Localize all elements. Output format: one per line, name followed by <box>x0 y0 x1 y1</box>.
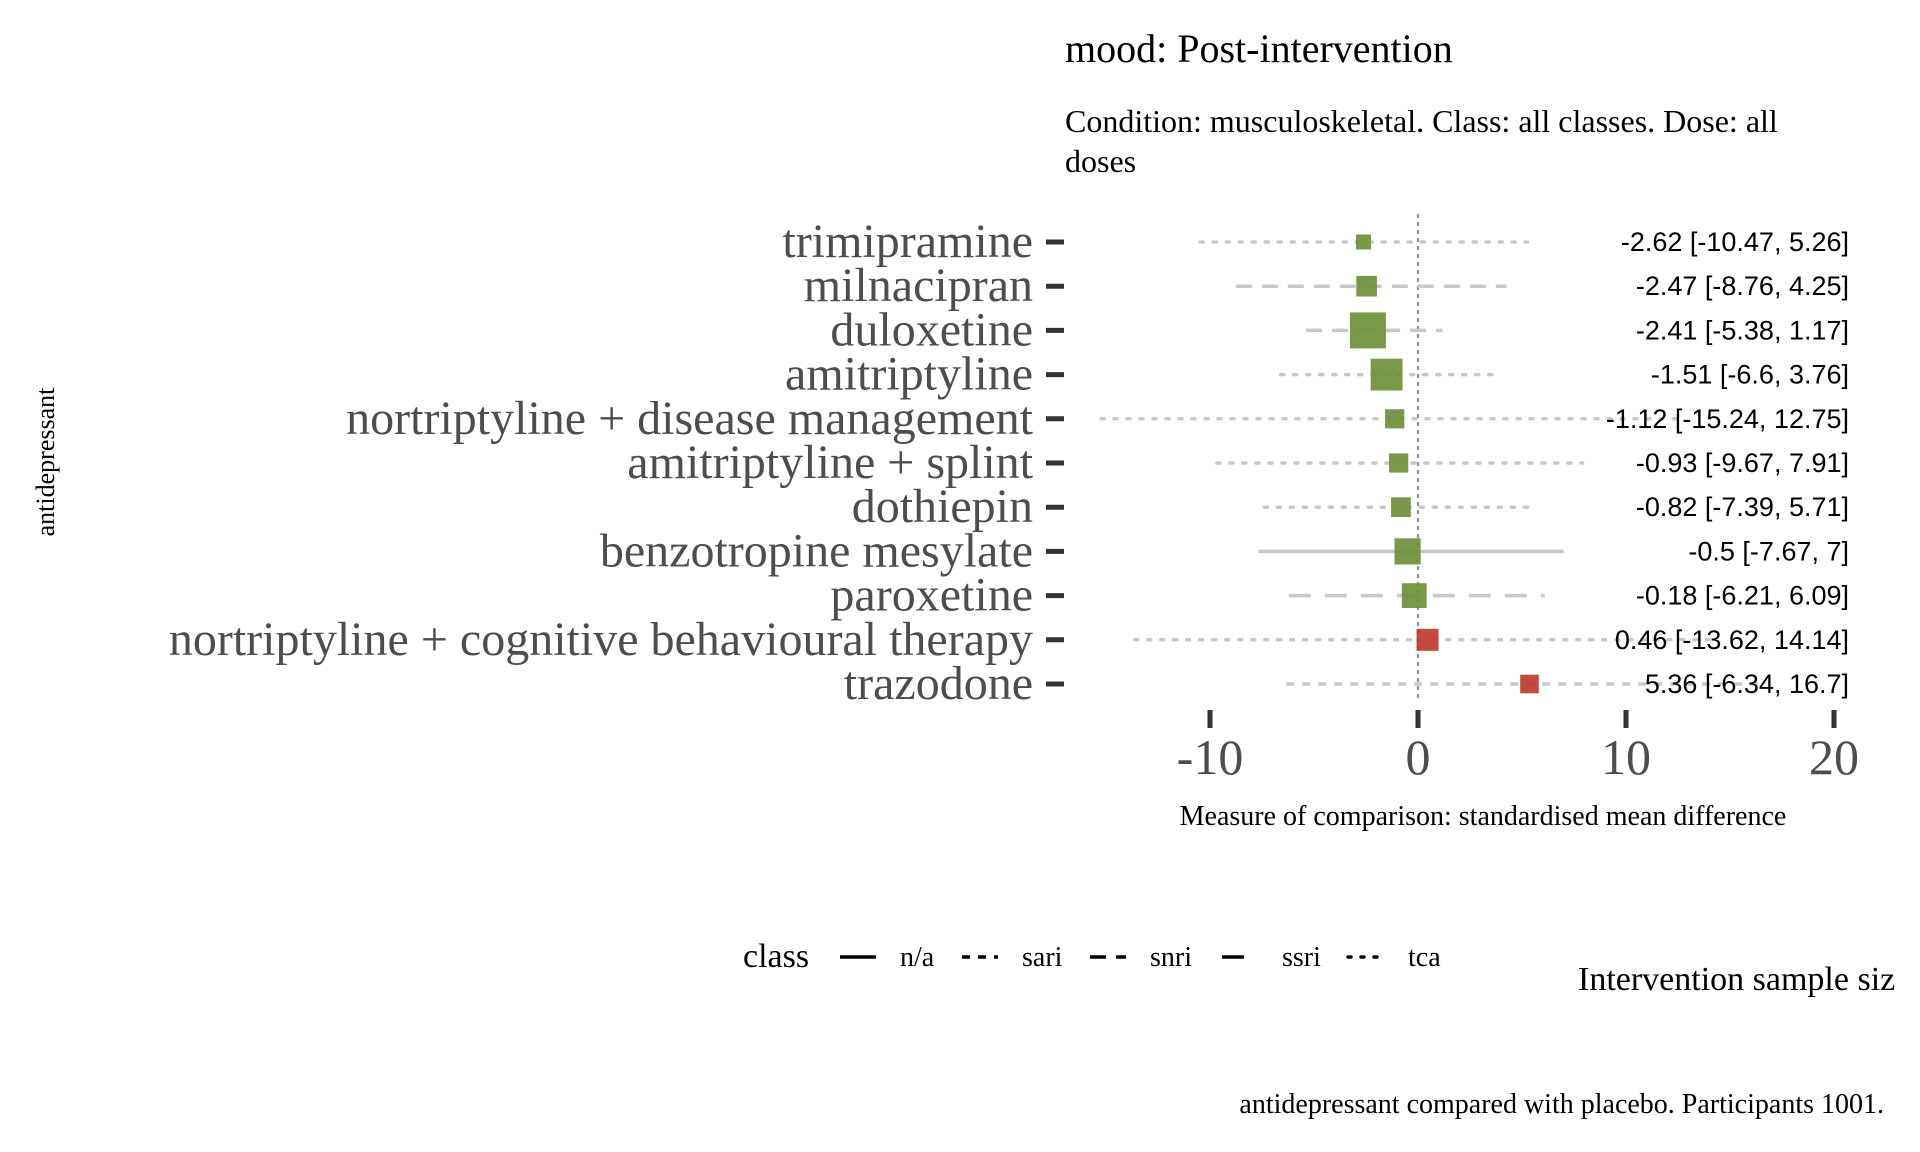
class-legend-label: snri <box>1150 942 1192 973</box>
estimate-label: -1.12 [-15.24, 12.75] <box>1606 404 1849 434</box>
x-axis-label: Measure of comparison: standardised mean… <box>1180 801 1787 832</box>
point-estimate <box>1349 312 1386 349</box>
forest-row: duloxetine -2.41 [-5.38, 1.17] <box>830 303 1849 356</box>
y-axis-label: antidepressant <box>31 387 60 537</box>
x-tick-label: -10 <box>1177 729 1244 785</box>
forest-row: nortriptyline + disease management -1.12 … <box>346 392 1849 445</box>
point-estimate <box>1394 538 1421 565</box>
estimate-label: -2.47 [-8.76, 4.25] <box>1636 271 1849 301</box>
estimate-label: -0.5 [-7.67, 7] <box>1688 536 1849 566</box>
estimate-label: 5.36 [-6.34, 16.7] <box>1645 669 1849 699</box>
point-estimate <box>1370 358 1403 391</box>
x-axis: -10 0 10 20 <box>1177 710 1859 785</box>
y-tick-label: amitriptyline <box>785 348 1033 401</box>
estimate-label: -0.18 [-6.21, 6.09] <box>1636 581 1849 611</box>
forest-row: dothiepin -0.82 [-7.39, 5.71] <box>852 480 1849 533</box>
forest-row: milnacipran -2.47 [-8.76, 4.25] <box>804 259 1849 312</box>
class-legend-label: n/a <box>900 942 935 973</box>
plot-rows: trimipramine -2.62 [-10.47, 5.26]milnacip… <box>169 213 1849 710</box>
point-estimate <box>1401 583 1427 608</box>
estimate-label: 0.46 [-13.62, 14.14] <box>1615 625 1849 655</box>
class-legend-title: class <box>743 938 809 975</box>
chart-title: mood: Post-intervention <box>1065 26 1453 71</box>
x-tick-label: 10 <box>1601 729 1651 785</box>
estimate-label: -2.62 [-10.47, 5.26] <box>1621 227 1849 257</box>
forest-row: paroxetine -0.18 [-6.21, 6.09] <box>830 569 1849 622</box>
y-tick-label: nortriptyline + cognitive behavioural th… <box>169 613 1033 666</box>
y-tick-label: trazodone <box>844 657 1033 710</box>
class-legend-label: ssri <box>1282 942 1321 973</box>
forest-row: nortriptyline + cognitive behavioural th… <box>169 613 1849 666</box>
estimate-label: -2.41 [-5.38, 1.17] <box>1636 315 1849 345</box>
point-estimate <box>1520 674 1539 694</box>
point-estimate <box>1385 409 1405 429</box>
estimate-label: -0.82 [-7.39, 5.71] <box>1636 492 1849 522</box>
size-legend-title: Intervention sample siz <box>1578 961 1895 998</box>
point-estimate <box>1356 275 1377 297</box>
y-tick-label: duloxetine <box>830 303 1033 356</box>
estimate-label: -0.93 [-9.67, 7.91] <box>1636 448 1849 478</box>
class-legend-label: sari <box>1022 942 1063 973</box>
point-estimate <box>1389 453 1409 473</box>
y-tick-label: paroxetine <box>830 569 1033 622</box>
y-tick-label: milnacipran <box>804 259 1033 312</box>
point-estimate <box>1356 234 1372 250</box>
y-tick-label: benzotropine mesylate <box>600 524 1033 577</box>
x-tick-label: 0 <box>1406 729 1431 785</box>
forest-row: amitriptyline -1.51 [-6.6, 3.76] <box>785 348 1849 401</box>
class-legend: class n/a sari snri ssri tca <box>743 938 1441 975</box>
y-tick-label: trimipramine <box>782 215 1033 268</box>
estimate-label: -1.51 [-6.6, 3.76] <box>1651 360 1849 390</box>
y-tick-label: amitriptyline + splint <box>627 436 1033 489</box>
forest-row: amitriptyline + splint -0.93 [-9.67, 7.91… <box>627 436 1849 489</box>
forest-row: trazodone 5.36 [-6.34, 16.7] <box>844 657 1849 710</box>
point-estimate <box>1416 628 1439 651</box>
forest-row: trimipramine -2.62 [-10.47, 5.26] <box>782 215 1849 268</box>
class-legend-label: tca <box>1408 942 1441 973</box>
caption: antidepressant compared with placebo. Pa… <box>1239 1089 1884 1120</box>
y-tick-label: nortriptyline + disease management <box>346 392 1034 445</box>
y-tick-label: dothiepin <box>852 480 1033 533</box>
forest-row: benzotropine mesylate -0.5 [-7.67, 7] <box>600 524 1849 577</box>
x-tick-label: 20 <box>1809 729 1859 785</box>
point-estimate <box>1391 497 1411 518</box>
chart-subtitle: Condition: musculoskeletal. Class: all c… <box>1065 103 1786 179</box>
